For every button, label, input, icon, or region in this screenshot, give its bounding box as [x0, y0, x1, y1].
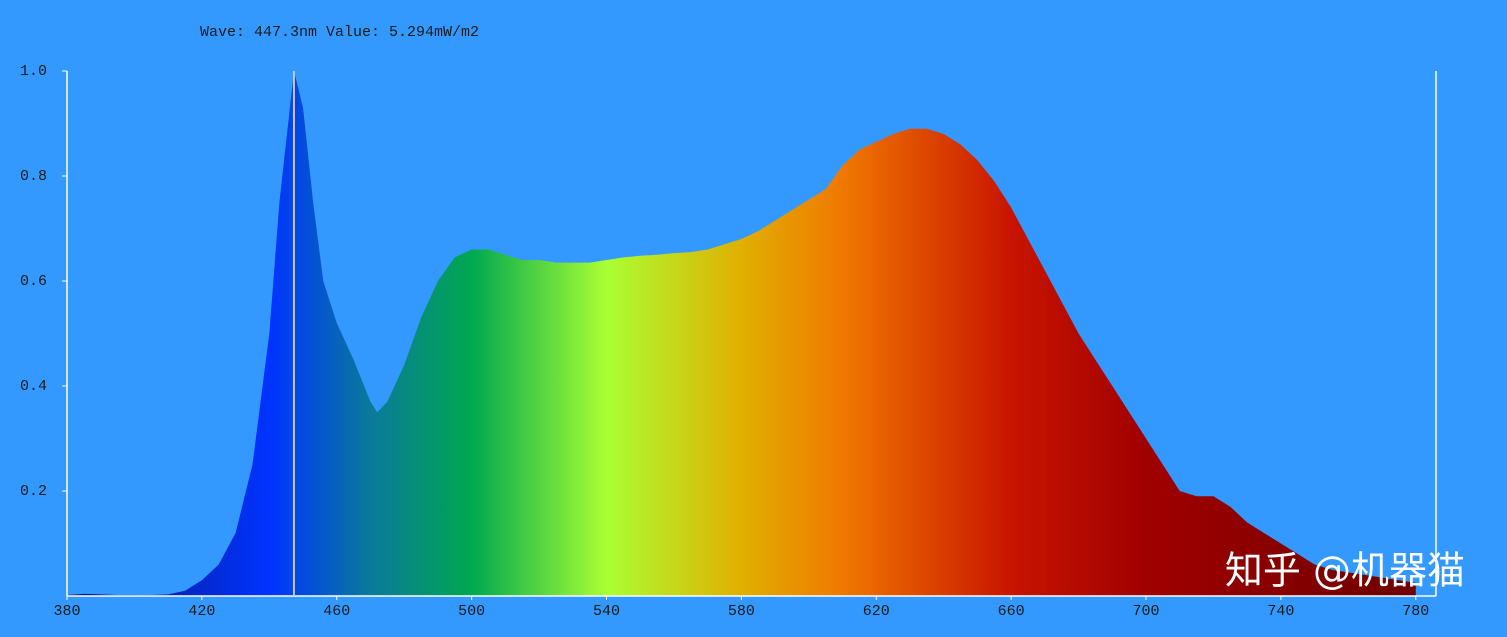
- y-tick-label: 0.8: [20, 168, 47, 185]
- y-tick-label: 0.6: [20, 273, 47, 290]
- y-tick-label: 0.4: [20, 378, 47, 395]
- readout: Wave: 447.3nm Value: 5.294mW/m2: [200, 24, 479, 41]
- x-tick-label: 460: [323, 603, 350, 620]
- x-tick-label: 620: [863, 603, 890, 620]
- x-tick-label: 580: [728, 603, 755, 620]
- x-tick-label: 420: [188, 603, 215, 620]
- x-tick-label: 540: [593, 603, 620, 620]
- watermark: 知乎 @机器猫: [1225, 549, 1465, 593]
- x-tick-label: 700: [1133, 603, 1160, 620]
- x-tick-label: 740: [1267, 603, 1294, 620]
- y-tick-label: 0.2: [20, 483, 47, 500]
- spectrum-area: [67, 71, 1416, 596]
- x-tick-label: 500: [458, 603, 485, 620]
- x-tick-label: 780: [1402, 603, 1429, 620]
- x-tick-label: 660: [998, 603, 1025, 620]
- x-tick-label: 380: [53, 603, 80, 620]
- y-tick-label: 1.0: [20, 63, 47, 80]
